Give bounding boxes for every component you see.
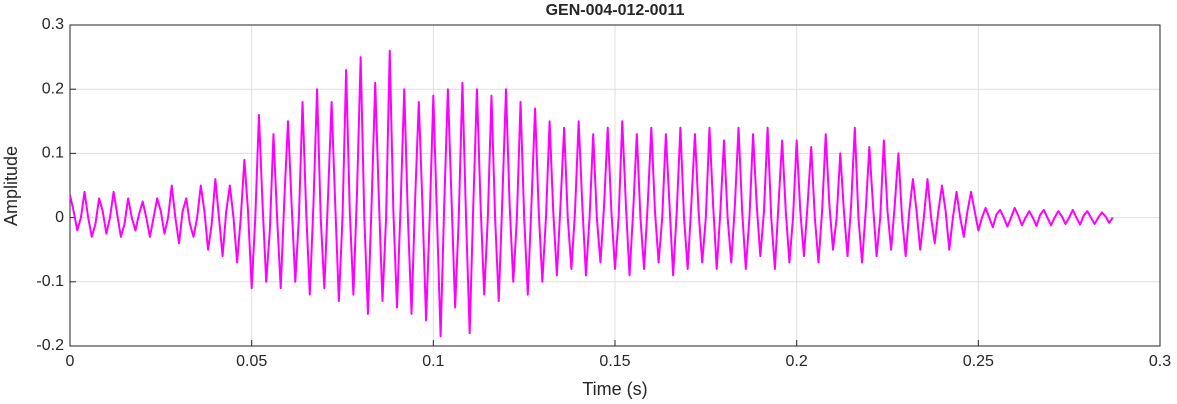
- signal-line: [69, 49, 1114, 338]
- y-tick-label: 0.1: [42, 145, 64, 162]
- x-tick-label: 0.25: [963, 353, 994, 370]
- x-tick-label: 0.05: [236, 353, 267, 370]
- y-tick-label: 0.2: [42, 80, 64, 97]
- plot-frame: [69, 24, 1161, 347]
- y-tick-label: -0.2: [36, 337, 64, 354]
- x-tick-label: 0.3: [1149, 353, 1171, 370]
- y-axis-label: Amplitude: [1, 146, 21, 226]
- y-tick-label: 0.3: [42, 16, 64, 33]
- y-tick-label: -0.1: [36, 273, 64, 290]
- y-tick-label: 0: [55, 209, 64, 226]
- x-tick-label: 0: [66, 353, 75, 370]
- x-tick-label: 0.15: [599, 353, 630, 370]
- chart-title: GEN-004-012-0011: [546, 2, 685, 19]
- x-tick-label: 0.1: [422, 353, 444, 370]
- x-tick-label: 0.2: [786, 353, 808, 370]
- x-axis-label: Time (s): [582, 379, 647, 399]
